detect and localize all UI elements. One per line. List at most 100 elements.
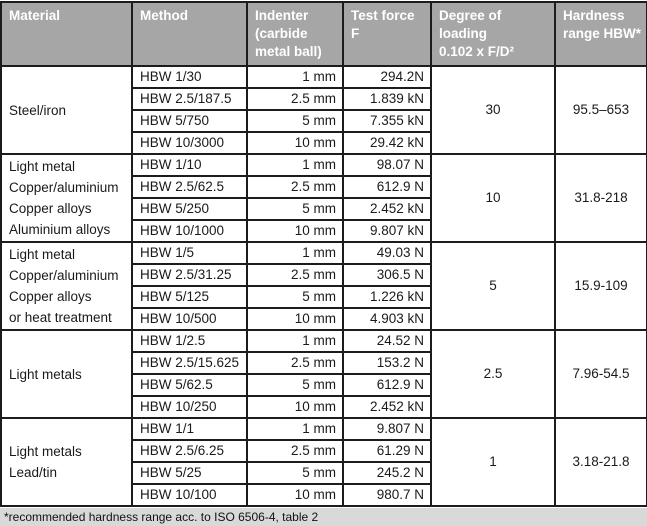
table-row: Light metal Copper/aluminium Copper allo… bbox=[0, 241, 647, 331]
table-row: HBW 2.5/31.25 2.5 mm 306.5 N bbox=[1, 263, 647, 287]
header-row: Material Method Indenter (carbide metal … bbox=[0, 1, 647, 67]
table-row: HBW 10/250 10 mm 2.452 kN bbox=[1, 395, 647, 419]
header-cell-hardness-range: Hardness range HBW* bbox=[554, 1, 647, 67]
indenter-cell: 10 mm bbox=[246, 395, 344, 419]
method-cell: HBW 10/1000 bbox=[131, 219, 248, 243]
header-cell-degree-of-loading: Degree of loading 0.102 x F/D² bbox=[430, 1, 556, 67]
table-body: Steel/iron HBW 1/30 1 mm 294.2N 30 95.5–… bbox=[0, 65, 647, 507]
indenter-cell: 1 mm bbox=[246, 153, 344, 177]
method-cell: HBW 1/10 bbox=[131, 153, 248, 177]
test-force-cell: 245.2 N bbox=[342, 461, 432, 485]
header-cell-indenter: Indenter (carbide metal ball) bbox=[246, 1, 344, 67]
indenter-cell: 10 mm bbox=[246, 219, 344, 243]
method-cell: HBW 10/250 bbox=[131, 395, 248, 419]
table-row: HBW 5/62.5 5 mm 612.9 N bbox=[1, 373, 647, 397]
test-force-cell: 612.9 N bbox=[342, 373, 432, 397]
table-row: HBW 10/100 10 mm 980.7 N bbox=[1, 483, 647, 507]
table-row: HBW 10/1000 10 mm 9.807 kN bbox=[1, 219, 647, 243]
table-header: Material Method Indenter (carbide metal … bbox=[0, 1, 647, 67]
indenter-cell: 1 mm bbox=[246, 65, 344, 89]
test-force-cell: 7.355 kN bbox=[342, 109, 432, 133]
method-cell: HBW 2.5/187.5 bbox=[131, 87, 248, 111]
hardness-range-cell: 31.8-218 bbox=[554, 153, 647, 243]
degree-of-loading-cell: 10 bbox=[430, 153, 556, 243]
table-row: HBW 2.5/6.25 2.5 mm 61.29 N bbox=[1, 439, 647, 463]
material-cell: Light metal Copper/aluminium Copper allo… bbox=[0, 241, 133, 331]
indenter-cell: 2.5 mm bbox=[246, 175, 344, 199]
table-row: HBW 5/25 5 mm 245.2 N bbox=[1, 461, 647, 485]
table-row: HBW 5/250 5 mm 2.452 kN bbox=[1, 197, 647, 221]
indenter-cell: 2.5 mm bbox=[246, 351, 344, 375]
table-row: Steel/iron HBW 1/30 1 mm 294.2N 30 95.5–… bbox=[0, 65, 647, 155]
indenter-cell: 2.5 mm bbox=[246, 87, 344, 111]
indenter-cell: 2.5 mm bbox=[246, 439, 344, 463]
test-force-cell: 24.52 N bbox=[342, 329, 432, 353]
degree-of-loading-cell: 1 bbox=[430, 417, 556, 507]
degree-of-loading-cell: 2.5 bbox=[430, 329, 556, 419]
method-cell: HBW 1/2.5 bbox=[131, 329, 248, 353]
method-cell: HBW 5/125 bbox=[131, 285, 248, 309]
test-force-cell: 612.9 N bbox=[342, 175, 432, 199]
method-cell: HBW 2.5/62.5 bbox=[131, 175, 248, 199]
method-cell: HBW 10/3000 bbox=[131, 131, 248, 155]
indenter-cell: 5 mm bbox=[246, 285, 344, 309]
indenter-cell: 2.5 mm bbox=[246, 263, 344, 287]
indenter-cell: 5 mm bbox=[246, 373, 344, 397]
method-cell: HBW 5/62.5 bbox=[131, 373, 248, 397]
table-row: HBW 2.5/62.5 2.5 mm 612.9 N bbox=[1, 175, 647, 199]
method-cell: HBW 1/1 bbox=[131, 417, 248, 441]
test-force-cell: 294.2N bbox=[342, 65, 432, 89]
test-force-cell: 29.42 kN bbox=[342, 131, 432, 155]
table-row: HBW 10/500 10 mm 4.903 kN bbox=[1, 307, 647, 331]
indenter-cell: 1 mm bbox=[246, 241, 344, 265]
table-row: HBW 2.5/187.5 2.5 mm 1.839 kN bbox=[1, 87, 647, 111]
test-force-cell: 1.839 kN bbox=[342, 87, 432, 111]
method-cell: HBW 2.5/15.625 bbox=[131, 351, 248, 375]
test-force-cell: 61.29 N bbox=[342, 439, 432, 463]
header-cell-material: Material bbox=[0, 1, 133, 67]
material-cell: Light metals Lead/tin bbox=[0, 417, 133, 507]
hardness-test-table: Material Method Indenter (carbide metal … bbox=[0, 1, 647, 507]
indenter-cell: 1 mm bbox=[246, 329, 344, 353]
test-force-cell: 98.07 N bbox=[342, 153, 432, 177]
test-force-cell: 49.03 N bbox=[342, 241, 432, 265]
hardness-range-cell: 15.9-109 bbox=[554, 241, 647, 331]
method-cell: HBW 10/500 bbox=[131, 307, 248, 331]
method-cell: HBW 1/5 bbox=[131, 241, 248, 265]
hardness-range-cell: 95.5–653 bbox=[554, 65, 647, 155]
method-cell: HBW 2.5/31.25 bbox=[131, 263, 248, 287]
indenter-cell: 5 mm bbox=[246, 197, 344, 221]
method-cell: HBW 5/250 bbox=[131, 197, 248, 221]
table-row: HBW 5/125 5 mm 1.226 kN bbox=[1, 285, 647, 309]
test-force-cell: 4.903 kN bbox=[342, 307, 432, 331]
method-cell: HBW 5/750 bbox=[131, 109, 248, 133]
test-force-cell: 1.226 kN bbox=[342, 285, 432, 309]
table-row: HBW 2.5/15.625 2.5 mm 153.2 N bbox=[1, 351, 647, 375]
indenter-cell: 10 mm bbox=[246, 131, 344, 155]
test-force-cell: 306.5 N bbox=[342, 263, 432, 287]
table-row: Light metals HBW 1/2.5 1 mm 24.52 N 2.5 … bbox=[0, 329, 647, 419]
hardness-range-cell: 7.96-54.5 bbox=[554, 329, 647, 419]
degree-of-loading-cell: 5 bbox=[430, 241, 556, 331]
material-cell: Light metal Copper/aluminium Copper allo… bbox=[0, 153, 133, 243]
header-cell-test-force: Test force F bbox=[342, 1, 432, 67]
test-force-cell: 2.452 kN bbox=[342, 197, 432, 221]
indenter-cell: 1 mm bbox=[246, 417, 344, 441]
test-force-cell: 980.7 N bbox=[342, 483, 432, 507]
test-force-cell: 9.807 N bbox=[342, 417, 432, 441]
header-cell-method: Method bbox=[131, 1, 248, 67]
hardness-range-cell: 3.18-21.8 bbox=[554, 417, 647, 507]
table-row: Light metals Lead/tin HBW 1/1 1 mm 9.807… bbox=[0, 417, 647, 507]
method-cell: HBW 1/30 bbox=[131, 65, 248, 89]
test-force-cell: 153.2 N bbox=[342, 351, 432, 375]
method-cell: HBW 5/25 bbox=[131, 461, 248, 485]
indenter-cell: 5 mm bbox=[246, 461, 344, 485]
method-cell: HBW 10/100 bbox=[131, 483, 248, 507]
material-cell: Light metals bbox=[0, 329, 133, 419]
table-row: Light metal Copper/aluminium Copper allo… bbox=[0, 153, 647, 243]
indenter-cell: 10 mm bbox=[246, 307, 344, 331]
test-force-cell: 9.807 kN bbox=[342, 219, 432, 243]
indenter-cell: 5 mm bbox=[246, 109, 344, 133]
material-cell: Steel/iron bbox=[0, 65, 133, 155]
